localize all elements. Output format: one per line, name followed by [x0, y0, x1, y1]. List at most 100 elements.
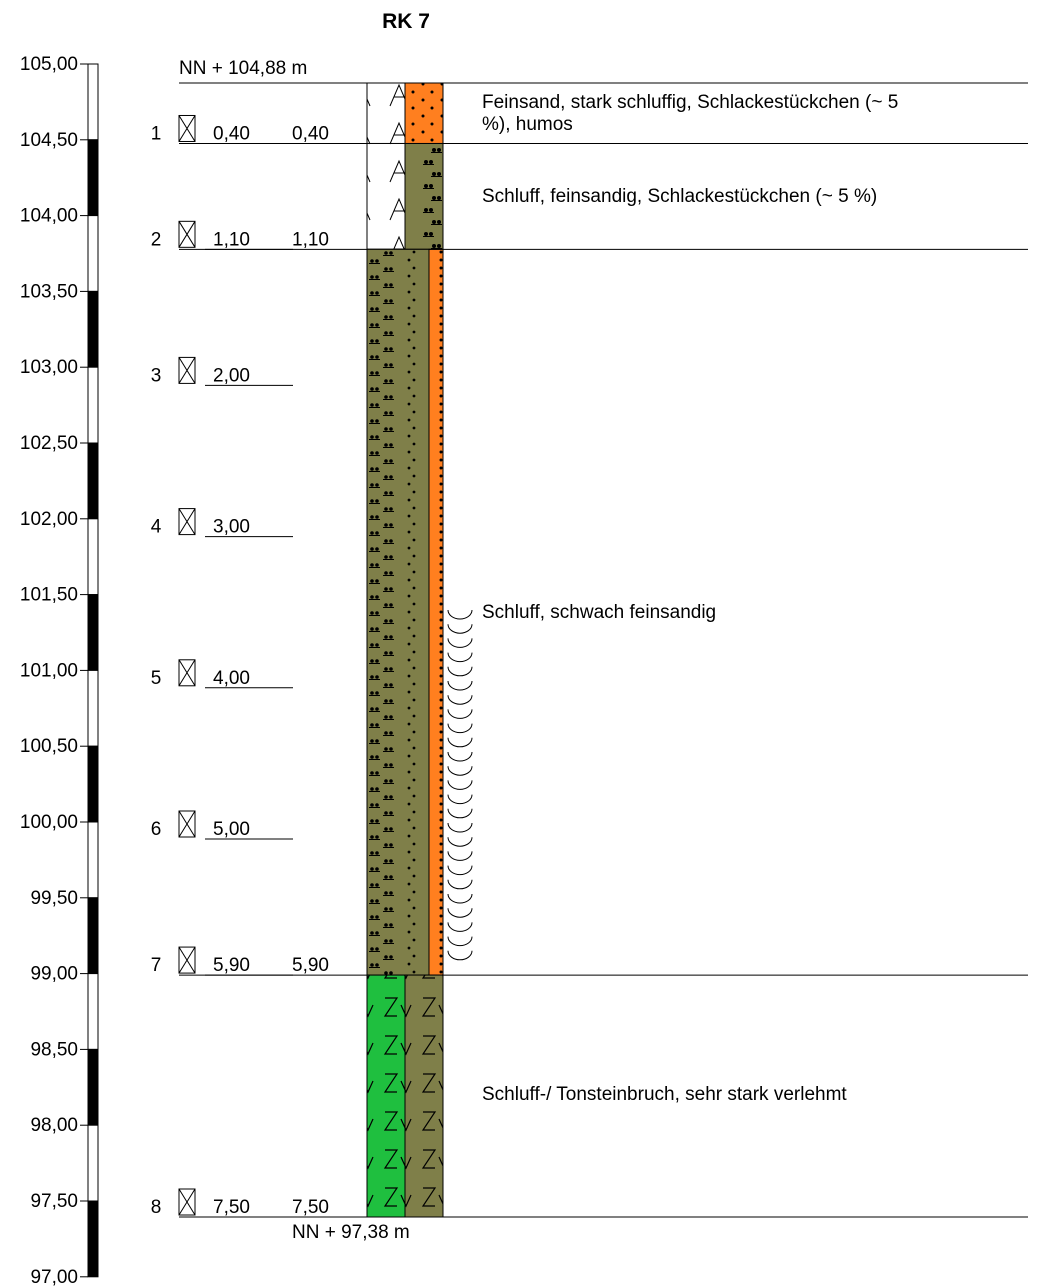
sample-depth: 7,50 [213, 1197, 250, 1218]
soft-consistency-symbol [447, 822, 473, 833]
sample-number: 7 [151, 955, 162, 976]
scale-tick-label: 100,00 [20, 812, 78, 833]
sample-box-icon [178, 356, 196, 384]
layer-bottom-depth: 7,50 [292, 1197, 329, 1218]
layer-bottom-depth: 1,10 [292, 229, 329, 250]
soft-consistency-symbol [447, 950, 473, 961]
soft-consistency-symbol [447, 609, 473, 620]
scale-tick-label: 102,50 [20, 433, 78, 454]
scale-tick-label: 99,00 [30, 964, 78, 985]
borehole-column [179, 82, 1028, 1218]
scale-segment [87, 594, 99, 671]
soft-consistency-symbol [447, 666, 473, 677]
soft-consistency-symbol [447, 893, 473, 904]
soft-consistency-symbol [447, 652, 473, 663]
soft-consistency-symbol [447, 624, 473, 634]
sample-depth: 1,10 [213, 229, 250, 250]
sample-box-diagonal [178, 810, 196, 838]
scale-tick-label: 103,50 [20, 281, 78, 302]
scale-tick-label: 101,00 [20, 660, 78, 681]
soft-consistency-symbol [447, 922, 473, 932]
sample-box-icon [178, 946, 196, 974]
layer-1-right-fill [404, 82, 444, 144]
sample-number: 4 [151, 517, 162, 538]
layer-4-right-fill [404, 974, 444, 1218]
scale-tick-label: 100,50 [20, 736, 78, 757]
scale-tick-label: 104,50 [20, 130, 78, 151]
layer-bottom-depth: 5,90 [292, 955, 329, 976]
top-elevation-label: NN + 104,88 m [179, 58, 307, 79]
sample-box-diagonal [178, 1188, 196, 1216]
scale-tick-label: 101,50 [20, 585, 78, 606]
sample-box-icon [178, 508, 196, 536]
scale-segment [87, 1048, 99, 1126]
sample-box-icon [178, 114, 196, 142]
soft-consistency-symbol [447, 695, 473, 705]
layer-4-left-fill [366, 974, 406, 1218]
scale-tick-label: 99,50 [30, 888, 78, 909]
layer-description: Schluff, schwach feinsandig [482, 602, 716, 623]
sample-number: 2 [151, 229, 162, 250]
sample-number: 6 [151, 819, 162, 840]
sample-number: 5 [151, 668, 162, 689]
sample-number: 1 [151, 123, 162, 144]
soft-consistency-symbol [447, 908, 473, 918]
sample-box-diagonal [178, 659, 196, 687]
layer-descriptions: Feinsand, stark schluffig, Schlackestück… [482, 92, 898, 1105]
scale-segment [87, 1124, 99, 1202]
scale-tick-label: 98,00 [30, 1115, 78, 1136]
layer-description: Schluff, feinsandig, Schlackestückchen (… [482, 186, 877, 207]
scale-segment [87, 821, 99, 899]
scale-tick-label: 98,50 [30, 1039, 78, 1060]
scale-segment [87, 1200, 99, 1278]
soft-consistency-symbol [447, 936, 473, 947]
scale-tick-label: 97,00 [30, 1267, 78, 1286]
soft-consistency-symbol [447, 751, 473, 762]
sample-box-icon [178, 1188, 196, 1216]
sample-box-diagonal [178, 508, 196, 535]
sample-depth: 3,00 [213, 517, 250, 538]
scale-segment [87, 518, 99, 596]
layer-3-silt-sand [367, 249, 429, 976]
sample-box-icon [178, 659, 196, 687]
sample-box-icon [178, 220, 196, 248]
scale-tick-label: 102,00 [20, 509, 78, 530]
bottom-elevation-label: NN + 97,38 m [292, 1222, 410, 1243]
soft-consistency-symbol [447, 879, 473, 890]
layer-2-left-fill [366, 142, 406, 250]
sample-depth: 4,00 [213, 668, 250, 689]
soft-consistency-symbol [447, 709, 473, 719]
soft-consistency-symbol [447, 680, 473, 691]
soft-consistency-symbol [447, 808, 473, 819]
layer-bottom-depth: 0,40 [292, 123, 329, 144]
soft-consistency-symbol [447, 638, 473, 648]
scale-segment [87, 139, 99, 217]
sample-markers: 1 0,40 0,40 2 1,10 1,10 3 2,00 4 3,00 5 4,00 6 5,00 7 5… [151, 114, 329, 1218]
sample-box-diagonal [178, 221, 196, 248]
layer-description: Feinsand, stark schluffig, Schlackestück… [482, 92, 898, 113]
soft-consistency-symbol [447, 723, 473, 734]
soft-consistency-symbol [447, 794, 473, 805]
layer-3-sand-strip [428, 248, 444, 976]
sample-number: 8 [151, 1197, 162, 1218]
scale-segment [87, 669, 99, 747]
sample-depth: 0,40 [213, 123, 250, 144]
scale-segment [87, 897, 99, 975]
elevation-scale: 105,00 104,50 104,00 103,50 103,00 102,50 102,… [20, 54, 99, 1286]
soft-consistency-symbol [447, 737, 473, 748]
sample-box-diagonal [178, 946, 196, 974]
sample-box-diagonal [178, 115, 196, 142]
layer-1-left-fill [366, 82, 406, 144]
sample-depth: 5,00 [213, 819, 250, 840]
scale-segment [87, 442, 99, 520]
scale-segment [87, 745, 99, 823]
sample-box-icon [178, 810, 196, 838]
scale-tick-label: 97,50 [30, 1191, 78, 1212]
scale-segment [87, 973, 99, 1050]
scale-segment [87, 63, 99, 141]
scale-tick-label: 103,00 [20, 357, 78, 378]
sample-number: 3 [151, 365, 162, 386]
scale-segment [87, 290, 99, 368]
sample-depth: 5,90 [213, 955, 250, 976]
